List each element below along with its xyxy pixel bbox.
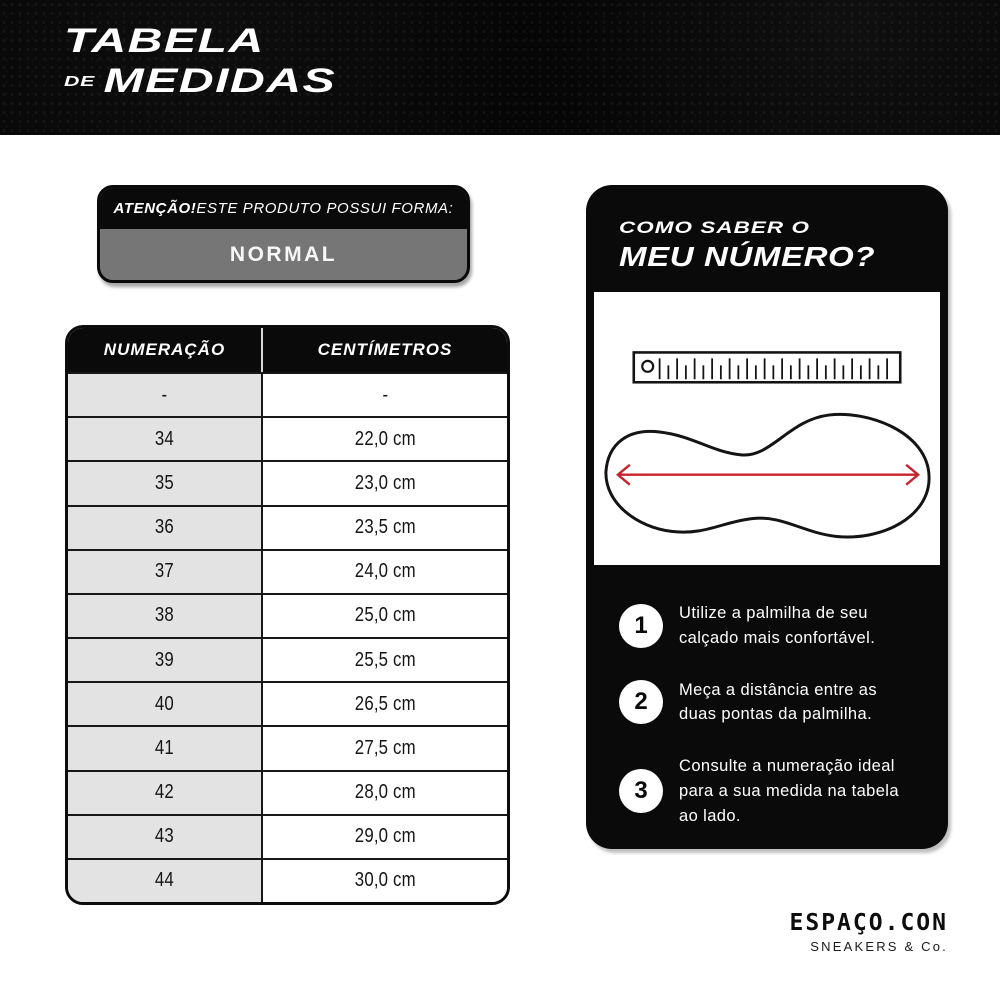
measure-arrow-icon bbox=[615, 463, 920, 486]
table-row: 36 23,5 cm bbox=[68, 504, 507, 549]
cell-centimeters: 26,5 cm bbox=[263, 683, 507, 726]
cell-size-number: 39 bbox=[68, 639, 263, 682]
step-text: Meça a distância entre as duas pontas da… bbox=[679, 680, 878, 724]
table-row: 40 26,5 cm bbox=[68, 681, 507, 726]
cell-size-number: 36 bbox=[68, 506, 263, 549]
cell-centimeters: 25,5 cm bbox=[263, 639, 507, 682]
attention-badge: ATENÇÃO! ESTE PRODUTO POSSUI FORMA: NORM… bbox=[97, 185, 470, 283]
cell-centimeters: 27,5 cm bbox=[263, 727, 507, 770]
cell-centimeters: 28,0 cm bbox=[263, 771, 507, 814]
table-row: 41 27,5 cm bbox=[68, 725, 507, 770]
table-row: 39 25,5 cm bbox=[68, 637, 507, 682]
step-text: Utilize a palmilha de seu calçado mais c… bbox=[679, 604, 876, 647]
table-row: 42 28,0 cm bbox=[68, 769, 507, 814]
header-banner: TABELA DE MEDIDAS bbox=[0, 0, 1000, 135]
measure-illustration bbox=[594, 292, 940, 565]
attention-text: ESTE PRODUTO POSSUI FORMA: bbox=[196, 200, 454, 217]
table-row: 35 23,0 cm bbox=[68, 460, 507, 505]
cell-centimeters: 25,0 cm bbox=[263, 594, 507, 638]
cell-size-number: 43 bbox=[68, 815, 263, 858]
size-table-body: - -34 22,0 cm 35 23,0 cm 36 23,5 cm 37 24,0 cm 38… bbox=[68, 372, 507, 902]
table-row: 43 29,0 cm bbox=[68, 813, 507, 858]
step-number-badge: 1 bbox=[619, 603, 663, 648]
cell-centimeters: 23,5 cm bbox=[263, 506, 507, 549]
guide-panel: COMO SABER O MEU NÚMERO? bbox=[586, 185, 948, 849]
ruler-icon bbox=[632, 351, 902, 384]
cell-centimeters: 30,0 cm bbox=[263, 859, 507, 902]
cell-centimeters: 24,0 cm bbox=[263, 550, 507, 593]
step-text: Consulte a numeração ideal para a sua me… bbox=[679, 757, 899, 825]
cell-size-number: 41 bbox=[68, 727, 263, 770]
measure-diagram bbox=[604, 351, 931, 539]
column-header-numeracao: NUMERAÇÃO bbox=[68, 328, 263, 372]
guide-steps: 1 Utilize a palmilha de seu calçado mais… bbox=[586, 565, 948, 849]
cell-centimeters: 29,0 cm bbox=[263, 815, 507, 858]
table-row: 44 30,0 cm bbox=[68, 857, 507, 902]
cell-centimeters: 23,0 cm bbox=[263, 462, 507, 505]
cell-size-number: 35 bbox=[68, 462, 263, 505]
guide-title-line1: COMO SABER O bbox=[619, 218, 810, 237]
cell-centimeters: - bbox=[263, 374, 507, 417]
table-row: -- bbox=[68, 372, 507, 417]
guide-title: COMO SABER O MEU NÚMERO? bbox=[586, 185, 948, 292]
cell-size-number: 40 bbox=[68, 683, 263, 726]
page-title: TABELA DE MEDIDAS bbox=[64, 23, 335, 99]
page-title-line2: DE MEDIDAS bbox=[64, 61, 337, 100]
guide-title-line2: MEU NÚMERO? bbox=[619, 241, 876, 272]
cell-centimeters: 22,0 cm bbox=[263, 418, 507, 461]
cell-size-number: 42 bbox=[68, 771, 263, 814]
cell-size-number: 44 bbox=[68, 859, 263, 902]
column-header-centimetros: CENTÍMETROS bbox=[317, 340, 453, 359]
size-table-header: NUMERAÇÃO CENTÍMETROS bbox=[68, 328, 507, 372]
size-table: NUMERAÇÃO CENTÍMETROS - -34 22,0 cm 35 23,0 … bbox=[65, 325, 510, 905]
cell-size-number: 38 bbox=[68, 594, 263, 638]
cell-size-number: - bbox=[68, 374, 263, 417]
guide-step-2: 2 Meça a distância entre as duas pontas … bbox=[619, 678, 918, 728]
attention-badge-header: ATENÇÃO! ESTE PRODUTO POSSUI FORMA: bbox=[100, 188, 467, 229]
table-row: 37 24,0 cm bbox=[68, 548, 507, 593]
cell-size-number: 37 bbox=[68, 550, 263, 593]
guide-step-1: 1 Utilize a palmilha de seu calçado mais… bbox=[619, 601, 918, 651]
page-title-medidas: MEDIDAS bbox=[103, 61, 337, 100]
page-title-line1: TABELA bbox=[64, 22, 265, 60]
shoe-form-value: NORMAL bbox=[229, 242, 338, 266]
brand-subtitle: SNEAKERS & Co. bbox=[810, 939, 948, 954]
brand-logo: ESPAÇO.CON SNEAKERS & Co. bbox=[586, 910, 948, 954]
table-row: 38 25,0 cm bbox=[68, 592, 507, 638]
cell-size-number: 34 bbox=[68, 418, 263, 461]
step-number-badge: 3 bbox=[619, 769, 663, 814]
page-title-de: DE bbox=[64, 73, 96, 91]
brand-name: ESPAÇO.CON bbox=[789, 910, 948, 936]
attention-label: ATENÇÃO! bbox=[113, 200, 197, 217]
step-number-badge: 2 bbox=[619, 680, 663, 725]
guide-step-3: 3 Consulte a numeração ideal para a sua … bbox=[619, 754, 918, 828]
table-row: 34 22,0 cm bbox=[68, 416, 507, 461]
